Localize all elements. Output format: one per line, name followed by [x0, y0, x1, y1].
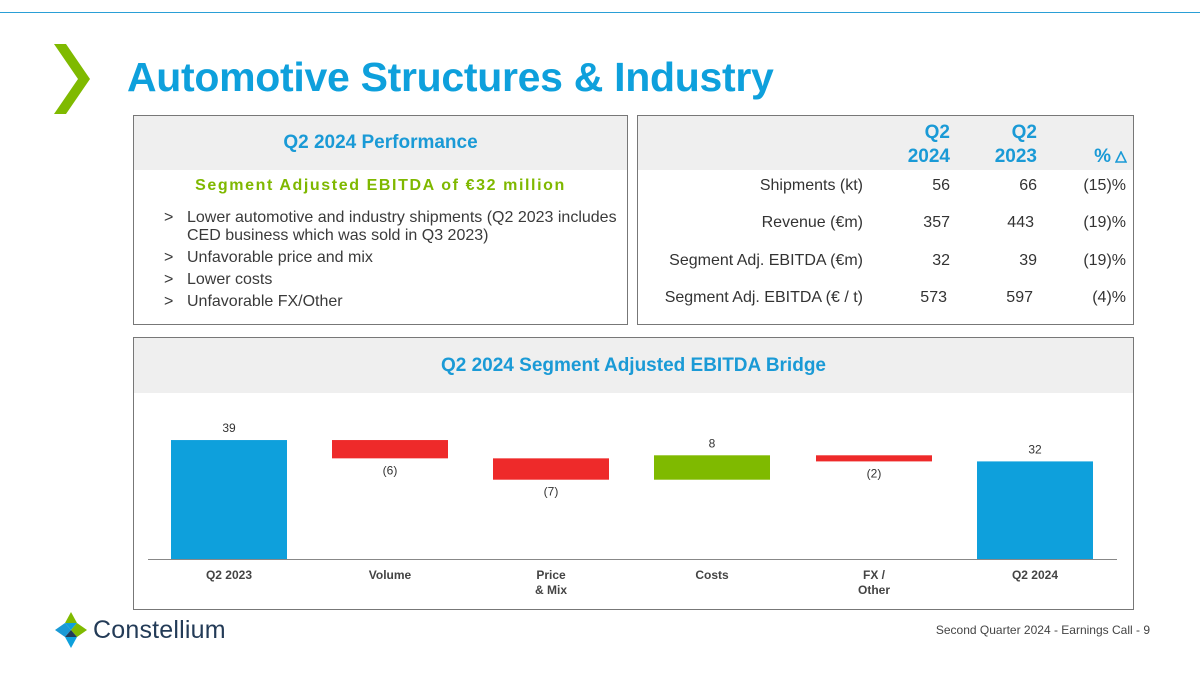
cell-change: (19)%: [1083, 252, 1126, 269]
table-row: Revenue (€m) 357 443 (19)%: [638, 214, 1133, 238]
row-label: Shipments (kt): [759, 177, 863, 194]
bullet-text: Lower costs: [187, 271, 273, 288]
cell-change: (15)%: [1083, 177, 1126, 194]
data-label-4: 8: [709, 436, 716, 450]
bullet-text: Unfavorable FX/Other: [187, 293, 343, 310]
cell-q2-2024: 56: [932, 177, 950, 194]
performance-bullets: > Lower automotive and industry shipments…: [134, 209, 627, 311]
data-label-2: (6): [383, 463, 398, 477]
column-header-q2-2023: Q2 2023: [977, 121, 1037, 169]
category-label-2: Volume: [369, 568, 412, 582]
bullet-marker: >: [164, 209, 174, 226]
ebitda-bridge-chart: 39 Q2 2023 (6) Volume (7) Price& Mix 8 Costs (2)…: [148, 421, 1117, 597]
chevron-icon: [54, 44, 90, 114]
bullet-text: Unfavorable price and mix: [187, 249, 373, 266]
delta-icon: [1115, 150, 1127, 163]
bullet-marker: >: [164, 271, 174, 288]
cell-q2-2023: 39: [1019, 252, 1037, 269]
cell-q2-2023: 597: [1006, 289, 1033, 306]
bullet-item: > Unfavorable price and mix: [164, 249, 627, 267]
cell-q2-2024: 357: [923, 214, 950, 231]
category-label-5-2: Other: [858, 583, 890, 597]
footer-text: Second Quarter 2024 - Earnings Call - 9: [935, 623, 1150, 637]
category-label-1: Q2 2023: [206, 568, 252, 582]
logo: Constellium: [55, 612, 226, 648]
row-label: Revenue (€m): [761, 214, 863, 231]
bullet-marker: >: [164, 249, 174, 266]
bar-5: [816, 455, 932, 462]
data-label-3: (7): [544, 485, 559, 499]
performance-subtitle: Segment Adjusted EBITDA of €32 million: [195, 177, 566, 194]
table-row: Segment Adj. EBITDA (€ / t) 573 597 (4)%: [638, 289, 1133, 313]
cell-change: (4)%: [1092, 289, 1126, 306]
metrics-header: [638, 116, 1133, 170]
bullet-marker: >: [164, 293, 174, 310]
table-row: Shipments (kt) 56 66 (15)%: [638, 177, 1133, 201]
column-header-line: 2024: [907, 146, 950, 167]
bullet-text: Lower automotive and industry shipments …: [187, 209, 617, 244]
category-label-3-2: & Mix: [535, 583, 567, 597]
table-row: Segment Adj. EBITDA (€m) 32 39 (19)%: [638, 252, 1133, 276]
row-label: Segment Adj. EBITDA (€m): [669, 252, 863, 269]
column-header-pct: %: [1094, 146, 1111, 167]
data-label-6: 32: [1028, 442, 1042, 456]
data-label-1: 39: [222, 421, 236, 435]
column-header-q2-2024: Q2 2024: [890, 121, 950, 169]
bullet-item: > Lower automotive and industry shipments…: [164, 209, 627, 245]
bar-4: [654, 455, 770, 480]
performance-panel: Q2 2024 Performance Segment Adjusted EBI…: [133, 115, 628, 325]
column-header-line: 2023: [994, 146, 1037, 167]
cell-q2-2023: 443: [1007, 214, 1034, 231]
bridge-header: Q2 2024 Segment Adjusted EBITDA Bridge: [134, 338, 1133, 393]
category-label-4: Costs: [695, 568, 729, 582]
column-header-change: %: [1067, 145, 1127, 169]
cell-q2-2024: 32: [932, 252, 950, 269]
bar-2: [332, 440, 448, 459]
bar-3: [493, 458, 609, 480]
bridge-panel: Q2 2024 Segment Adjusted EBITDA Bridge 3…: [133, 337, 1134, 610]
logo-text: Constellium: [93, 615, 226, 644]
category-label-5-1: FX /: [863, 568, 886, 582]
top-rule: [0, 12, 1200, 13]
column-header-line: Q2: [1011, 122, 1037, 143]
cell-q2-2023: 66: [1019, 177, 1037, 194]
cell-q2-2024: 573: [920, 289, 947, 306]
category-label-3-1: Price: [536, 568, 566, 582]
row-label: Segment Adj. EBITDA (€ / t): [664, 289, 863, 306]
column-header-line: Q2: [924, 122, 950, 143]
page-title: Automotive Structures & Industry: [127, 54, 774, 100]
bar-1: [171, 440, 287, 559]
cell-change: (19)%: [1083, 214, 1126, 231]
constellium-logo-icon: [55, 612, 87, 648]
bar-6: [977, 461, 1093, 559]
bullet-item: > Lower costs: [164, 271, 627, 289]
data-label-5: (2): [867, 466, 882, 480]
performance-header: Q2 2024 Performance: [134, 116, 627, 170]
category-label-6: Q2 2024: [1012, 568, 1058, 582]
bullet-item: > Unfavorable FX/Other: [164, 293, 627, 311]
metrics-table: Q2 2024 Q2 2023 % Shipments (kt) 56 66 (…: [637, 115, 1134, 325]
